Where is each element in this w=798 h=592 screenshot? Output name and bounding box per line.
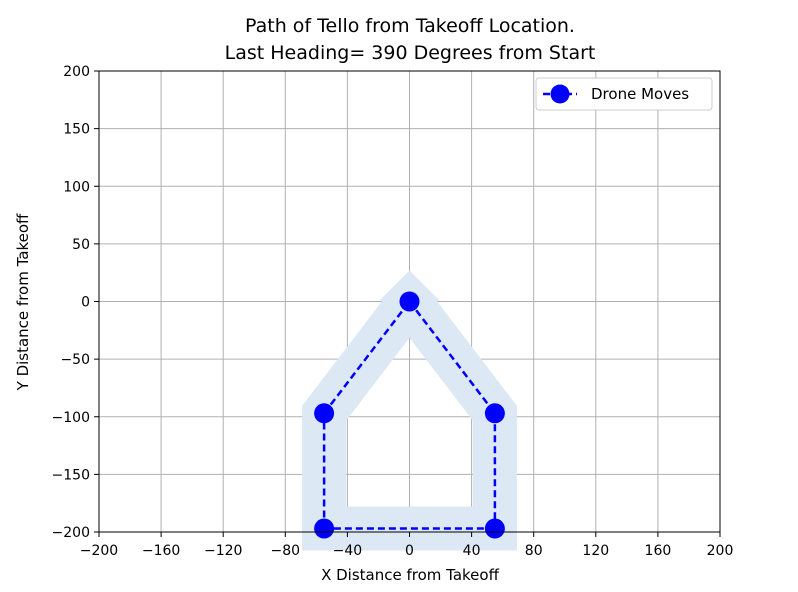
chart-title-line1: Path of Tello from Takeoff Location. [245,15,575,37]
x-tick-label: 200 [707,543,734,559]
legend-label: Drone Moves [591,85,689,103]
y-axis-ticks: 200 150 100 50 0 −50 −100 −150 −200 [52,64,99,541]
y-tick-label: −150 [52,467,90,483]
y-tick-label: 50 [72,237,90,253]
y-tick-label: −200 [52,525,90,541]
x-tick-label: −80 [271,543,301,559]
x-axis-label: X Distance from Takeoff [321,566,500,584]
data-point [314,518,335,539]
y-tick-label: 150 [63,122,90,138]
series-drone-moves [314,291,505,539]
data-point [314,403,335,424]
x-tick-label: −160 [142,543,180,559]
legend-marker [550,84,570,104]
legend: Drone Moves [535,77,713,111]
x-tick-label: −40 [333,543,363,559]
x-tick-label: 120 [582,543,609,559]
data-point [484,403,505,424]
y-tick-label: −100 [52,410,90,426]
y-tick-label: −50 [60,352,90,368]
data-point [484,518,505,539]
background-arrow-tip [379,270,440,301]
y-axis-label: Y Distance from Takeoff [14,213,32,391]
x-tick-label: −120 [204,543,242,559]
x-tick-label: −200 [80,543,118,559]
x-axis-ticks: −200 −160 −120 −80 −40 0 40 80 120 160 200 [80,532,734,559]
series-segment [323,300,411,415]
y-tick-label: 100 [63,179,90,195]
x-tick-label: 40 [463,543,481,559]
x-tick-label: 160 [645,543,672,559]
y-tick-label: 0 [81,295,90,311]
series-segment [408,300,496,415]
y-tick-label: 200 [63,64,90,80]
legend-box [535,77,713,111]
x-tick-label: 0 [405,543,414,559]
data-point [399,291,420,312]
x-tick-label: 80 [525,543,543,559]
chart-title-line2: Last Heading= 390 Degrees from Start [225,42,596,64]
